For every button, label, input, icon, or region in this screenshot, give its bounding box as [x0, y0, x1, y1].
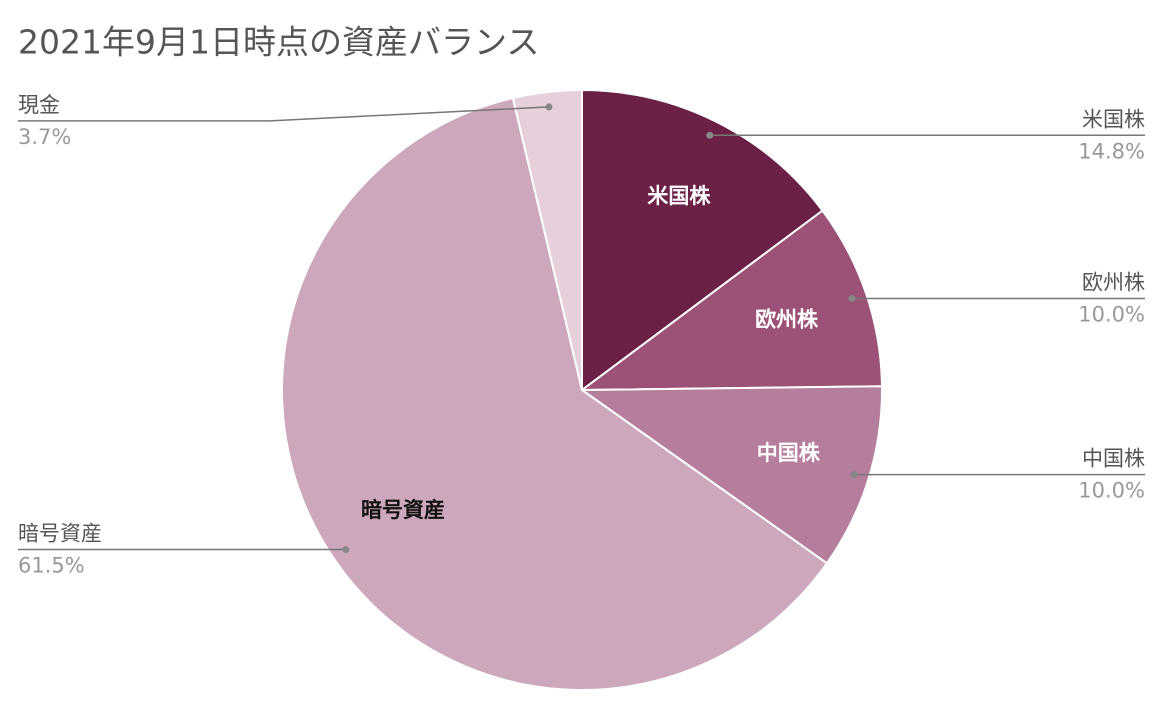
legend-label: 欧州株	[1082, 271, 1145, 295]
pie-slice	[578, 385, 883, 565]
leader-dot	[850, 471, 858, 479]
value-label: 61.5%	[18, 553, 85, 577]
pie-slice	[578, 209, 883, 392]
slice-label: 米国株	[647, 184, 711, 208]
value-label: 10.0%	[1078, 303, 1145, 327]
slice-label: 欧州株	[755, 308, 819, 332]
value-label: 14.8%	[1078, 139, 1145, 163]
leader-dot	[848, 295, 856, 303]
chart-title: 2021年9月1日時点の資産バランス	[18, 23, 539, 62]
leader-dot	[706, 131, 714, 139]
legend-label: 中国株	[1082, 447, 1145, 471]
leader-dot	[342, 545, 350, 553]
pie-slice	[511, 88, 583, 391]
value-label: 3.7%	[18, 125, 71, 149]
pie-slice	[281, 96, 829, 691]
leader-line	[18, 106, 549, 122]
legend-label: 現金	[18, 93, 60, 117]
legend-label: 米国株	[1082, 107, 1145, 131]
leader-dot	[545, 103, 553, 111]
pie-slice	[581, 88, 824, 392]
slice-label: 暗号資産	[361, 498, 445, 522]
value-label: 10.0%	[1078, 479, 1145, 503]
slice-label: 中国株	[757, 441, 821, 465]
legend-label: 暗号資産	[18, 521, 102, 545]
